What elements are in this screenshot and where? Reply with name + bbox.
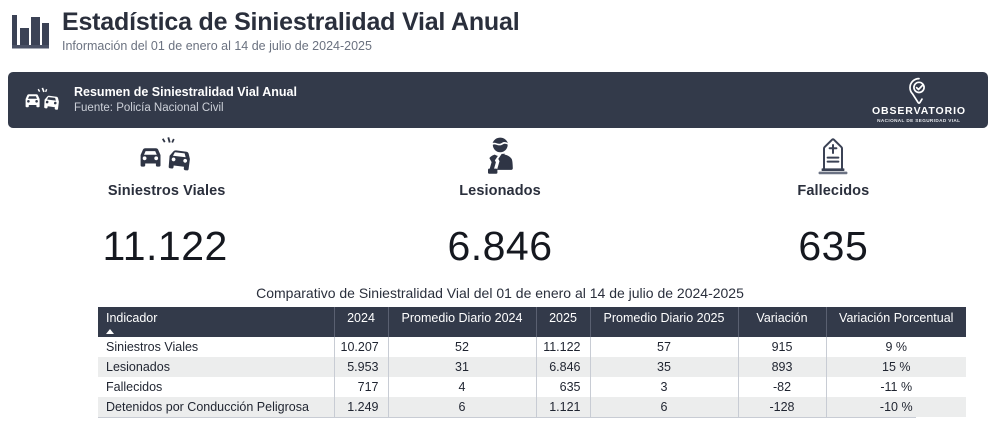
kpi-value: 635 (798, 223, 869, 269)
cell-promedio-2024: 52 (388, 337, 537, 357)
cell-indicador: Fallecidos (98, 377, 335, 397)
table-bottom-rule (98, 417, 916, 418)
cell-variacion: 915 (738, 337, 827, 357)
cell-2025: 635 (536, 377, 591, 397)
cell-2025: 6.846 (536, 357, 591, 377)
banner-source: Fuente: Policía Nacional Civil (74, 102, 224, 114)
column-header-promedio-diario-2025[interactable]: Promedio Diario 2025 (590, 307, 739, 337)
car-crash-icon (22, 86, 62, 114)
comparison-table: Indicador 2024 Promedio Diario 2024 2025… (98, 307, 966, 417)
kpi-label: Fallecidos (797, 183, 870, 199)
cell-promedio-2025: 35 (590, 357, 739, 377)
cell-indicador: Lesionados (98, 357, 335, 377)
cell-variacion: -82 (738, 377, 827, 397)
kpi-siniestros-viales: Siniestros Viales 11.122 (0, 136, 333, 269)
table-caption: Comparativo de Siniestralidad Vial del 0… (256, 285, 744, 301)
column-header-label: Indicador (106, 311, 158, 325)
column-header-variacion[interactable]: Variación (738, 307, 827, 337)
page-subtitle: Información del 01 de enero al 14 de jul… (62, 39, 372, 53)
summary-banner: Resumen de Siniestralidad Vial Anual Fue… (8, 72, 988, 128)
banner-texts: Resumen de Siniestralidad Vial Anual Fue… (74, 84, 297, 116)
cell-variacion-porcentual: 15 % (826, 357, 966, 377)
cell-promedio-2025: 6 (590, 397, 739, 417)
cell-promedio-2024: 4 (388, 377, 537, 397)
cell-indicador: Detenidos por Conducción Peligrosa (98, 397, 335, 417)
cell-promedio-2024: 31 (388, 357, 537, 377)
table-row[interactable]: Siniestros Viales 10.207 52 11.122 57 91… (98, 337, 966, 357)
cell-promedio-2024: 6 (388, 397, 537, 417)
cell-2025: 11.122 (536, 337, 591, 357)
sort-ascending-icon (106, 329, 114, 334)
cell-variacion: 893 (738, 357, 827, 377)
bar-chart-icon (8, 9, 52, 53)
page-title: Estadística de Siniestralidad Vial Anual (62, 8, 520, 36)
cell-2024: 5.953 (334, 357, 389, 377)
observatory-logo-subtitle: NACIONAL DE SEGURIDAD VIAL (877, 117, 961, 123)
tombstone-icon (814, 136, 852, 176)
kpi-label: Lesionados (459, 183, 541, 199)
kpi-value: 11.122 (102, 223, 228, 269)
table-row[interactable]: Fallecidos 717 4 635 3 -82 -11 % (98, 377, 966, 397)
table-row[interactable]: Lesionados 5.953 31 6.846 35 893 15 % (98, 357, 966, 377)
cell-variacion-porcentual: -10 % (826, 397, 966, 417)
page-header-texts: Estadística de Siniestralidad Vial Anual… (62, 6, 520, 54)
kpi-fallecidos: Fallecidos 635 (667, 136, 1000, 269)
cell-variacion-porcentual: -11 % (826, 377, 966, 397)
cell-promedio-2025: 57 (590, 337, 739, 357)
kpi-label: Siniestros Viales (107, 183, 226, 199)
column-header-indicador[interactable]: Indicador (98, 307, 335, 337)
kpi-lesionados: Lesionados 6.846 (333, 136, 666, 269)
column-header-variacion-porcentual[interactable]: Variación Porcentual (826, 307, 966, 337)
kpi-row: Siniestros Viales 11.122 Lesionados 6.84… (0, 136, 1000, 269)
column-header-2025[interactable]: 2025 (536, 307, 591, 337)
observatory-pin-check-icon (906, 77, 932, 104)
injured-person-icon (480, 136, 520, 176)
table-header: Indicador 2024 Promedio Diario 2024 2025… (98, 307, 966, 337)
car-crash-icon (138, 136, 196, 176)
cell-indicador: Siniestros Viales (98, 337, 335, 357)
comparison-table-wrapper: Indicador 2024 Promedio Diario 2024 2025… (98, 307, 966, 418)
table-row[interactable]: Detenidos por Conducción Peligrosa 1.249… (98, 397, 966, 417)
table-body: Siniestros Viales 10.207 52 11.122 57 91… (98, 337, 966, 417)
kpi-value: 6.846 (447, 223, 553, 269)
column-header-2024[interactable]: 2024 (334, 307, 389, 337)
cell-variacion: -128 (738, 397, 827, 417)
column-header-promedio-diario-2024[interactable]: Promedio Diario 2024 (388, 307, 537, 337)
table-header-row: Indicador 2024 Promedio Diario 2024 2025… (98, 307, 966, 337)
cell-2024: 717 (334, 377, 389, 397)
banner-title: Resumen de Siniestralidad Vial Anual (74, 85, 297, 99)
observatory-logo: OBSERVATORIO NACIONAL DE SEGURIDAD VIAL (872, 77, 966, 124)
page-header: Estadística de Siniestralidad Vial Anual… (8, 6, 520, 54)
cell-2024: 1.249 (334, 397, 389, 417)
cell-2025: 1.121 (536, 397, 591, 417)
cell-promedio-2025: 3 (590, 377, 739, 397)
cell-variacion-porcentual: 9 % (826, 337, 966, 357)
observatory-logo-word: OBSERVATORIO (871, 104, 966, 117)
cell-2024: 10.207 (334, 337, 389, 357)
